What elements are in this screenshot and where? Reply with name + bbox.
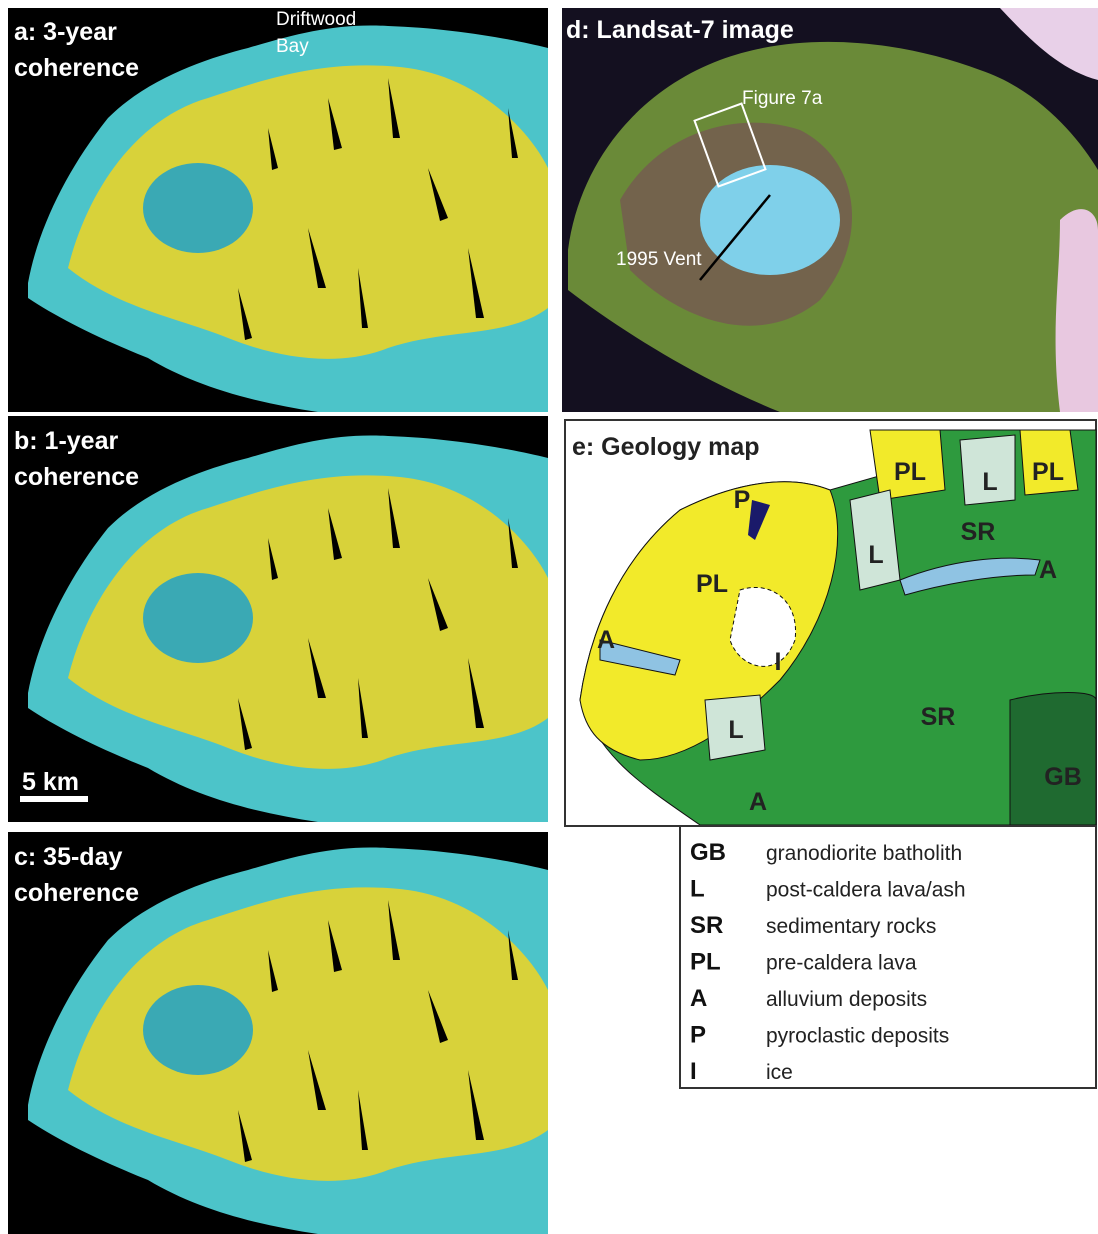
map-label: I — [775, 648, 782, 676]
panel-e: PL L PL P SR L A PL I A L SR GB A e: Geology map — [564, 419, 1097, 827]
geology-l — [704, 694, 766, 761]
legend-description: granodiorite batholith — [766, 842, 962, 865]
vent-arrow — [699, 194, 771, 281]
panel-title: coherence — [14, 879, 139, 907]
legend-description: ice — [766, 1061, 793, 1084]
map-label: L — [982, 468, 997, 496]
map-label: A — [1039, 556, 1057, 584]
geology-pl — [1019, 429, 1079, 496]
panel-title: b: 1-year — [14, 427, 118, 455]
place-label: Bay — [276, 36, 309, 57]
geology-pl — [869, 429, 946, 501]
scale-bar — [20, 796, 88, 802]
panel-title: c: 35-day — [14, 843, 122, 871]
panel-a: a: 3-year coherence Driftwood Bay — [8, 8, 548, 412]
geology-l — [959, 434, 1016, 506]
panel-title: d: Landsat-7 image — [566, 16, 794, 44]
map-label: PL — [1032, 458, 1064, 486]
panel-title: coherence — [14, 463, 139, 491]
legend-code: P — [690, 1022, 706, 1049]
annotation: Figure 7a — [742, 88, 823, 109]
legend-code: SR — [690, 912, 723, 939]
geology-pl — [579, 481, 839, 761]
map-label: L — [868, 541, 883, 569]
map-label: SR — [961, 518, 996, 546]
geology-p — [748, 500, 770, 540]
legend-description: pre-caldera lava — [766, 952, 917, 975]
summit-ice — [700, 165, 840, 275]
map-label: GB — [1044, 763, 1082, 791]
legend: GB granodiorite batholith L post-caldera la… — [679, 825, 1097, 1089]
legend-description: pyroclastic deposits — [766, 1025, 949, 1048]
geology-a — [899, 557, 1041, 596]
panel-b: b: 1-year coherence 5 km — [8, 416, 548, 822]
legend-description: post-caldera lava/ash — [766, 879, 966, 902]
figure-outline — [693, 102, 767, 188]
place-label: Driftwood — [276, 9, 356, 30]
cloud — [1055, 209, 1098, 412]
map-label: PL — [894, 458, 926, 486]
legend-box — [679, 825, 1097, 1089]
legend-code: GB — [690, 839, 726, 866]
legend-description: sedimentary rocks — [766, 915, 936, 938]
map-label: L — [728, 716, 743, 744]
map-label: SR — [921, 703, 956, 731]
map-label: PL — [696, 570, 728, 598]
annotation: 1995 Vent — [616, 249, 702, 270]
map-label: A — [597, 626, 615, 654]
geology-ice — [729, 586, 797, 667]
panel-title: coherence — [14, 54, 139, 82]
legend-code: L — [690, 876, 705, 903]
legend-code: A — [690, 985, 707, 1012]
map-label: P — [734, 486, 751, 514]
legend-code: PL — [690, 949, 721, 976]
legend-description: alluvium deposits — [766, 988, 927, 1011]
map-label: A — [749, 788, 767, 816]
panel-d: d: Landsat-7 image Figure 7a 1995 Vent — [562, 8, 1098, 413]
legend-code: I — [690, 1058, 697, 1085]
panel-title: a: 3-year — [14, 18, 117, 46]
cloud — [1000, 8, 1098, 80]
panel-c: c: 35-day coherence — [8, 832, 548, 1234]
scale-bar-label: 5 km — [22, 768, 79, 796]
geology-a — [599, 639, 681, 676]
panel-title: e: Geology map — [572, 433, 760, 461]
geology-gb — [1009, 692, 1097, 826]
